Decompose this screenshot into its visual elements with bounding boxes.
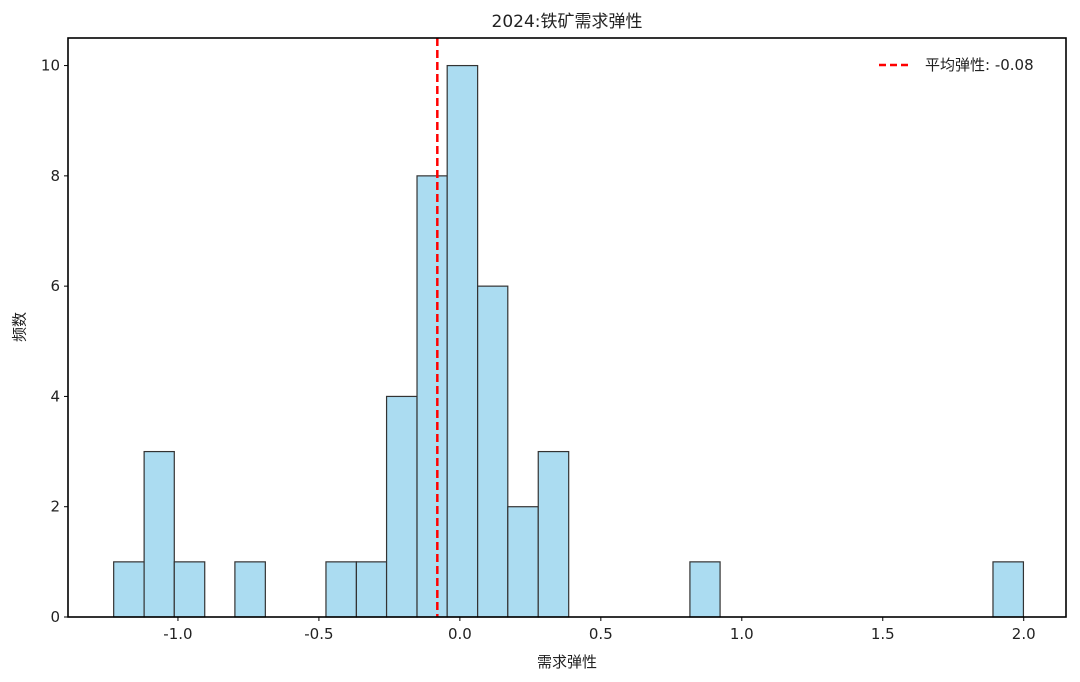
histogram-bar xyxy=(416,175,448,618)
histogram-bar xyxy=(143,450,175,618)
plot-frame xyxy=(67,37,1067,618)
x-axis-ticks: -1.0 -0.5 0.0 0.5 1.0 1.5 2.0 xyxy=(163,617,1036,643)
histogram-bar xyxy=(234,561,266,618)
histogram-bar xyxy=(689,561,721,618)
legend: 平均弹性: -0.08 xyxy=(879,56,1034,74)
x-tick-label: 0.0 xyxy=(448,625,472,643)
x-tick-label: -1.0 xyxy=(163,625,192,643)
histogram-bar xyxy=(355,561,388,618)
histogram-bar xyxy=(446,64,479,618)
y-axis-ticks: 0 2 4 6 8 10 xyxy=(41,57,68,626)
y-axis-label: 频数 xyxy=(11,312,29,342)
x-tick-label: 0.5 xyxy=(589,625,613,643)
x-tick-label: 1.5 xyxy=(871,625,895,643)
y-tick-label: 4 xyxy=(50,387,60,405)
histogram-bar xyxy=(537,450,570,618)
histogram-bar xyxy=(113,561,145,618)
chart-title: 2024:铁矿需求弹性 xyxy=(492,12,643,32)
y-tick-label: 0 xyxy=(50,608,60,626)
x-tick-label: 1.0 xyxy=(730,625,754,643)
histogram-bars xyxy=(113,64,1025,618)
x-tick-label: -0.5 xyxy=(304,625,333,643)
histogram-bar xyxy=(385,395,418,618)
y-tick-label: 2 xyxy=(50,498,60,516)
x-axis-label: 需求弹性 xyxy=(537,653,597,671)
y-tick-label: 10 xyxy=(41,57,60,75)
legend-label: 平均弹性: -0.08 xyxy=(925,56,1034,74)
histogram-bar xyxy=(992,561,1025,618)
y-tick-label: 8 xyxy=(50,167,60,185)
histogram-bar xyxy=(477,285,509,618)
y-tick-label: 6 xyxy=(50,277,60,295)
x-tick-label: 2.0 xyxy=(1012,625,1036,643)
histogram-bar xyxy=(507,506,539,618)
histogram-bar xyxy=(325,561,358,618)
histogram-bar xyxy=(173,561,206,618)
